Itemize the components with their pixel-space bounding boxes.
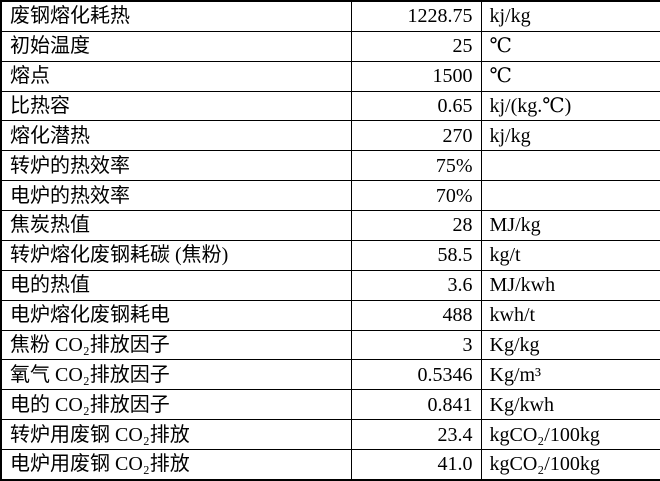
- param-unit-cell: MJ/kg: [480, 210, 660, 241]
- param-value-cell: 58.5: [350, 239, 482, 271]
- param-value-cell: 270: [350, 120, 482, 152]
- param-unit-cell: ℃: [480, 30, 660, 62]
- param-label-cell: 电的 CO₂排放因子: [0, 389, 352, 421]
- param-unit-cell: Kg/kwh: [480, 389, 660, 421]
- param-unit-cell: kj/kg: [480, 0, 660, 32]
- param-value-cell: 0.65: [350, 90, 482, 122]
- table-row: 比热容 0.65 kj/(kg.℃): [0, 90, 660, 122]
- param-value-cell: 75%: [350, 150, 482, 182]
- param-label-cell: 焦粉 CO₂排放因子: [0, 329, 352, 361]
- table-row: 焦粉 CO₂排放因子 3 Kg/kg: [0, 329, 660, 361]
- param-label-cell: 废钢熔化耗热: [0, 0, 352, 32]
- table-row: 电炉的热效率 70%: [0, 180, 660, 212]
- param-unit-cell: kgCO₂/100kg: [480, 419, 660, 450]
- table-row: 电的 CO₂排放因子 0.841 Kg/kwh: [0, 389, 660, 421]
- param-unit-cell: Kg/m³: [480, 359, 660, 391]
- table-row: 熔点 1500 ℃: [0, 60, 660, 92]
- param-unit-cell: Kg/kg: [480, 329, 660, 361]
- table-row: 转炉熔化废钢耗碳 (焦粉) 58.5 kg/t: [0, 239, 660, 271]
- param-value-cell: 1500: [350, 60, 482, 92]
- table-row: 电的热值 3.6 MJ/kwh: [0, 269, 660, 301]
- table-row: 初始温度 25 ℃: [0, 30, 660, 62]
- param-label-cell: 电炉熔化废钢耗电: [0, 299, 352, 331]
- param-label-cell: 转炉熔化废钢耗碳 (焦粉): [0, 239, 352, 271]
- param-label-cell: 焦炭热值: [0, 210, 352, 241]
- param-value-cell: 488: [350, 299, 482, 331]
- table-row: 氧气 CO₂排放因子 0.5346 Kg/m³: [0, 359, 660, 391]
- param-label-cell: 比热容: [0, 90, 352, 122]
- param-label-cell: 初始温度: [0, 30, 352, 62]
- param-unit-cell: ℃: [480, 60, 660, 92]
- param-value-cell: 3: [350, 329, 482, 361]
- table-row: 电炉用废钢 CO₂排放 41.0 kgCO₂/100kg: [0, 448, 660, 481]
- param-value-cell: 0.5346: [350, 359, 482, 391]
- table-row: 电炉熔化废钢耗电 488 kwh/t: [0, 299, 660, 331]
- param-unit-cell: kj/(kg.℃): [480, 90, 660, 122]
- param-label-cell: 氧气 CO₂排放因子: [0, 359, 352, 391]
- param-value-cell: 41.0: [350, 448, 482, 481]
- table-row: 焦炭热值 28 MJ/kg: [0, 210, 660, 241]
- param-label-cell: 转炉的热效率: [0, 150, 352, 182]
- table-row: 转炉用废钢 CO₂排放 23.4 kgCO₂/100kg: [0, 419, 660, 450]
- param-label-cell: 熔点: [0, 60, 352, 92]
- param-unit-cell: [480, 150, 660, 182]
- table-row: 废钢熔化耗热 1228.75 kj/kg: [0, 0, 660, 32]
- param-label-cell: 电炉的热效率: [0, 180, 352, 212]
- param-value-cell: 28: [350, 210, 482, 241]
- param-value-cell: 3.6: [350, 269, 482, 301]
- param-value-cell: 23.4: [350, 419, 482, 450]
- param-label-cell: 熔化潜热: [0, 120, 352, 152]
- param-value-cell: 70%: [350, 180, 482, 212]
- table-row: 熔化潜热 270 kj/kg: [0, 120, 660, 152]
- param-unit-cell: MJ/kwh: [480, 269, 660, 301]
- param-unit-cell: kg/t: [480, 239, 660, 271]
- param-label-cell: 转炉用废钢 CO₂排放: [0, 419, 352, 450]
- param-value-cell: 1228.75: [350, 0, 482, 32]
- table-row: 转炉的热效率 75%: [0, 150, 660, 182]
- param-label-cell: 电炉用废钢 CO₂排放: [0, 448, 352, 481]
- param-value-cell: 0.841: [350, 389, 482, 421]
- param-unit-cell: kwh/t: [480, 299, 660, 331]
- param-unit-cell: [480, 180, 660, 212]
- param-value-cell: 25: [350, 30, 482, 62]
- param-unit-cell: kgCO₂/100kg: [480, 448, 660, 481]
- param-label-cell: 电的热值: [0, 269, 352, 301]
- param-unit-cell: kj/kg: [480, 120, 660, 152]
